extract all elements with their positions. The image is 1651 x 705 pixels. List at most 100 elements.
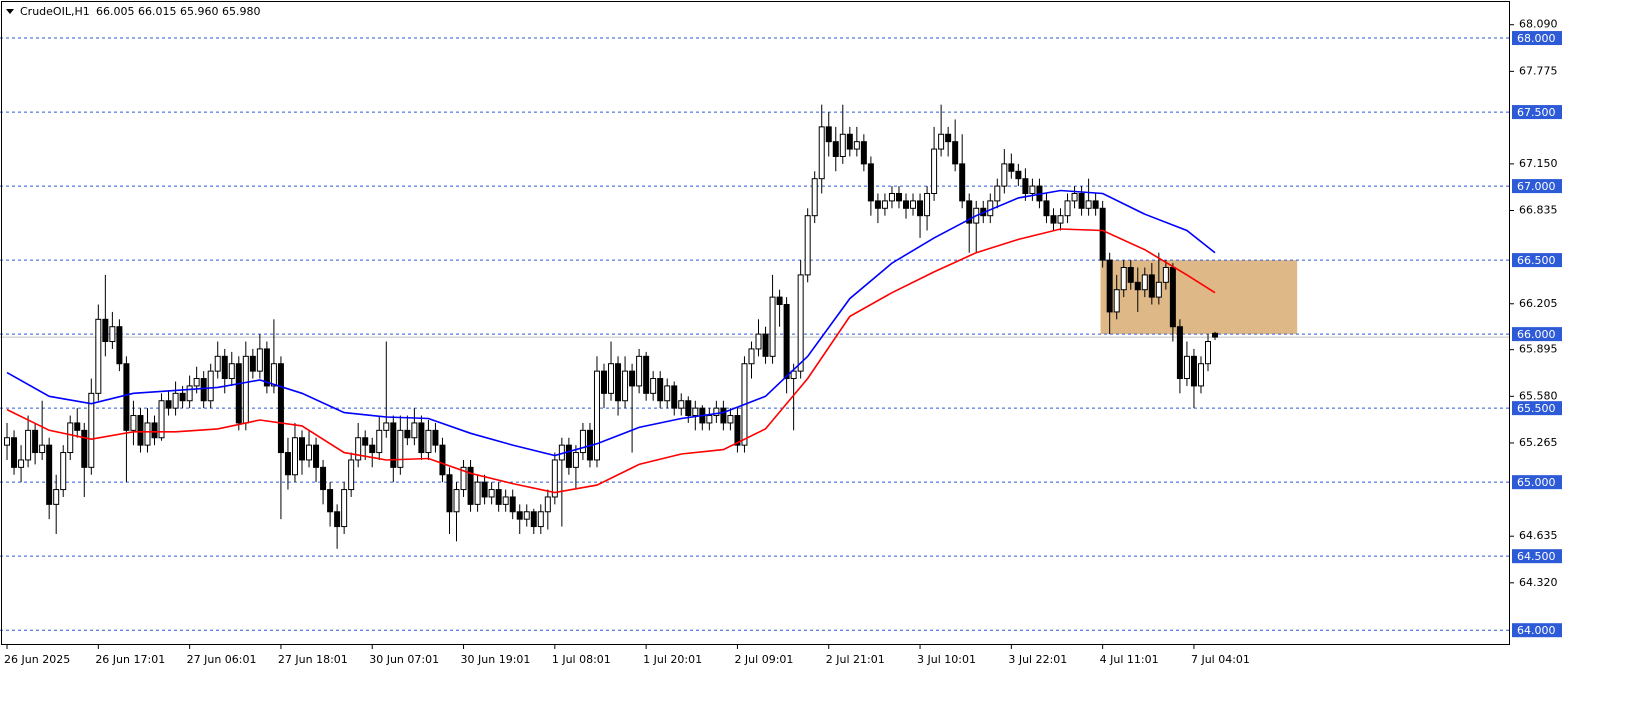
candle-body xyxy=(1022,178,1029,194)
candle-body xyxy=(650,378,657,394)
candle-body xyxy=(214,355,221,372)
x-tick-label: 1 Jul 08:01 xyxy=(552,653,611,666)
candle-body xyxy=(1015,170,1022,180)
candle-body xyxy=(53,489,60,505)
candle-body xyxy=(18,459,25,468)
candle-body xyxy=(1064,200,1071,217)
candle-body xyxy=(81,429,88,468)
candle-body xyxy=(888,192,895,202)
candle-body xyxy=(1162,267,1169,283)
candle-body xyxy=(945,133,952,143)
candle-body xyxy=(713,407,720,417)
menu-triangle[interactable] xyxy=(6,9,14,14)
candle-body xyxy=(671,385,678,409)
candle-body xyxy=(11,437,18,468)
candle-body xyxy=(853,141,860,150)
y-tick-label: 67.775 xyxy=(1519,64,1558,77)
candle-body xyxy=(1008,163,1015,172)
level-label-bg xyxy=(1512,327,1562,342)
candle-body xyxy=(376,429,383,454)
level-label-bg xyxy=(1512,549,1562,564)
candle-body xyxy=(895,192,902,202)
x-tick-label: 2 Jul 21:01 xyxy=(826,653,885,666)
candle-body xyxy=(825,126,832,143)
candle-body xyxy=(1043,200,1050,217)
candle-body xyxy=(966,200,973,224)
candle-body xyxy=(509,496,516,513)
candle-body xyxy=(917,200,924,217)
level-label: 65.500 xyxy=(1517,402,1556,415)
symbol: CrudeOIL,H1 xyxy=(20,5,90,18)
candle-body xyxy=(130,415,137,431)
candle-body xyxy=(565,444,572,468)
candle-body xyxy=(172,392,179,409)
candle-body xyxy=(622,370,629,402)
candle-body xyxy=(615,363,622,402)
candle-body xyxy=(931,148,938,194)
candle-body xyxy=(439,444,446,476)
candle-body xyxy=(1050,215,1057,224)
candle-body xyxy=(270,363,277,387)
candle-body xyxy=(200,378,207,402)
y-tick-label: 66.835 xyxy=(1519,204,1558,217)
candle-body xyxy=(776,296,783,306)
y-tick-label: 68.090 xyxy=(1519,18,1558,31)
level-label: 68.000 xyxy=(1517,32,1556,45)
candle-body xyxy=(811,178,818,217)
candle-body xyxy=(1127,267,1134,283)
candle-body xyxy=(355,437,362,461)
candle-body xyxy=(537,511,544,528)
candle-body xyxy=(727,415,734,424)
y-tick-label: 67.150 xyxy=(1519,157,1558,170)
x-tick-label: 30 Jun 19:01 xyxy=(461,653,531,666)
level-label-bg xyxy=(1512,401,1562,416)
candle-body xyxy=(551,459,558,498)
candle-body xyxy=(502,496,509,505)
candle-body xyxy=(516,511,523,520)
candle-body xyxy=(158,400,165,439)
candle-body xyxy=(657,378,664,402)
x-tick-label: 3 Jul 10:01 xyxy=(917,653,976,666)
candle-body xyxy=(1001,163,1008,187)
candle-body xyxy=(1197,363,1204,387)
candle-body xyxy=(109,326,116,343)
level-label: 67.500 xyxy=(1517,106,1556,119)
candle-body xyxy=(523,511,530,520)
x-tick-label: 30 Jun 07:01 xyxy=(369,653,439,666)
candle-body xyxy=(692,407,699,417)
candle-body xyxy=(495,489,502,505)
candle-body xyxy=(383,422,390,431)
plot-area xyxy=(0,37,1510,631)
x-tick-label: 26 Jun 2025 xyxy=(4,653,70,666)
candle-body xyxy=(1113,289,1120,313)
x-tick-label: 26 Jun 17:01 xyxy=(95,653,165,666)
candle-body xyxy=(1120,267,1127,291)
candle-body xyxy=(390,422,397,468)
candle-body xyxy=(299,437,305,461)
y-tick-label: 65.265 xyxy=(1519,436,1558,449)
candle-body xyxy=(818,126,825,180)
candle-body xyxy=(249,355,256,372)
candle-body xyxy=(432,429,439,446)
candle-body xyxy=(678,400,685,409)
y-tick-label: 65.895 xyxy=(1519,343,1558,356)
candle-body xyxy=(137,415,144,446)
candle-body xyxy=(186,385,193,402)
candle-body xyxy=(846,133,853,150)
candle-body xyxy=(341,489,348,528)
candle-body xyxy=(706,415,713,424)
candle-body xyxy=(1071,192,1078,202)
candle-body xyxy=(1057,215,1064,224)
candle-body xyxy=(783,304,790,380)
candle-body xyxy=(720,407,727,424)
candle-body xyxy=(1205,341,1211,365)
candle-body xyxy=(474,481,481,505)
candle-body xyxy=(291,437,298,476)
candle-body xyxy=(221,355,228,380)
candle-body xyxy=(74,422,81,431)
candle-body xyxy=(123,363,130,431)
candle-body xyxy=(151,422,158,439)
candle-body xyxy=(116,326,123,365)
candle-body xyxy=(1085,200,1092,209)
